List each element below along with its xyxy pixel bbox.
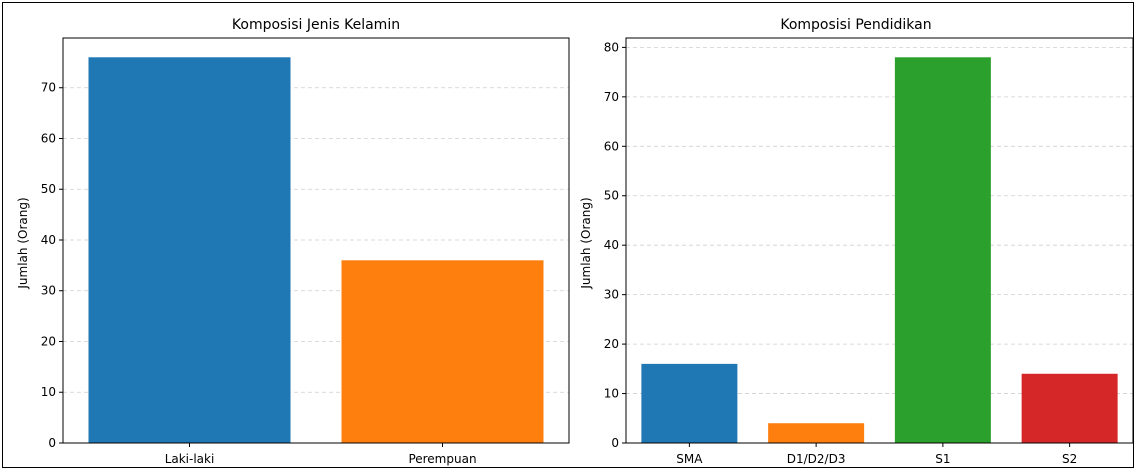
bar-s2 [1021,373,1118,443]
bar-perempuan [341,260,544,443]
bar-s1 [894,57,991,444]
y-tick-label: 80 [604,40,619,54]
x-tick-label: Perempuan [408,452,476,466]
y-tick-label: 70 [41,81,56,95]
y-tick-label: 40 [41,233,56,247]
bar-sma [641,363,738,443]
y-tick-label: 40 [604,238,619,252]
chart-title: Komposisi Jenis Kelamin [232,17,400,33]
y-tick-label: 60 [604,139,619,153]
axes-frame [625,37,1134,444]
y-tick-label: 30 [41,284,56,298]
y-tick-label: 0 [48,436,56,450]
y-axis-label: Jumlah (Orang) [579,197,593,289]
x-tick-label: D1/D2/D3 [787,452,846,466]
y-tick-label: 70 [604,90,619,104]
chart-title: Komposisi Pendidikan [780,17,931,33]
chart-panel-education: Komposisi Pendidikan Jumlah (Orang) SMA D… [579,17,1134,466]
y-axis-label: Jumlah (Orang) [16,197,30,289]
y-tick-label: 50 [41,182,56,196]
y-tick-label: 30 [604,288,619,302]
bar-d1-d2-d3 [768,423,865,443]
x-tick-label: Laki-laki [165,452,215,466]
y-tick-label: 0 [611,436,619,450]
axes-frame [62,37,570,444]
y-tick-label: 50 [604,189,619,203]
x-tick-label: SMA [676,452,703,466]
y-tick-label: 10 [41,385,56,399]
chart-panel-gender: Komposisi Jenis Kelamin Jumlah (Orang) L… [16,17,570,466]
y-tick-label: 20 [604,337,619,351]
bar-laki-laki [88,57,291,444]
y-tick-label: 20 [41,334,56,348]
y-tick-label: 10 [604,387,619,401]
y-tick-label: 60 [41,131,56,145]
x-tick-label: S1 [935,452,950,466]
x-tick-label: S2 [1062,452,1077,466]
